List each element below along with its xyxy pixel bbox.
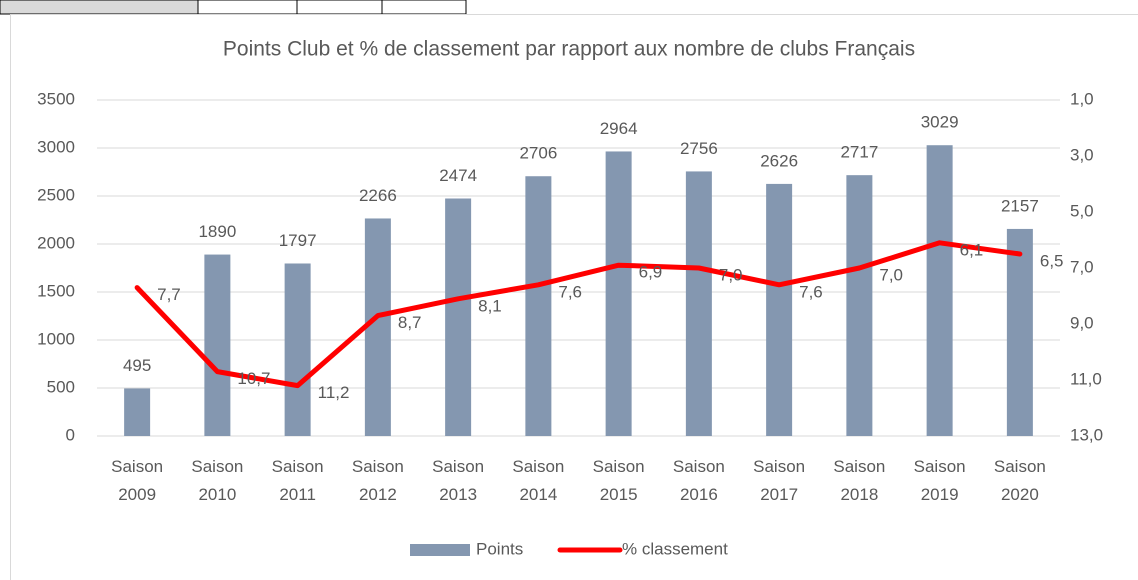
- x-tick-label: Saison 2020: [994, 457, 1046, 504]
- bar: [926, 145, 953, 436]
- bar: [766, 183, 793, 436]
- data-label: 2706: [519, 144, 557, 163]
- y-tick-label: 0: [66, 425, 75, 444]
- y-tick-label: 2500: [37, 185, 75, 204]
- bar: [445, 198, 472, 436]
- data-label: 11,2: [318, 383, 350, 402]
- data-label: 7,6: [799, 282, 823, 301]
- data-label: 1797: [279, 231, 317, 250]
- bar: [1006, 228, 1033, 436]
- data-label: 2626: [760, 151, 798, 170]
- y2-tick-label: 13,0: [1070, 425, 1103, 444]
- x-tick-label: Saison 2019: [914, 457, 966, 504]
- data-label: 7,0: [879, 265, 903, 284]
- y2-tick-label: 1,0: [1070, 89, 1094, 108]
- x-tick-label: Saison 2012: [352, 457, 404, 504]
- data-label: 10,7: [237, 369, 270, 388]
- y2-tick-label: 9,0: [1070, 313, 1094, 332]
- header-cell: [197, 0, 298, 15]
- bar: [284, 263, 311, 436]
- y-tick-label: 500: [47, 377, 75, 396]
- legend-label: Points: [476, 539, 523, 558]
- bar: [605, 151, 632, 436]
- x-tick-label: Saison 2013: [432, 457, 484, 504]
- x-tick-label: Saison 2011: [272, 457, 324, 504]
- data-label: 7,7: [157, 285, 181, 304]
- bar: [364, 218, 391, 436]
- y-tick-label: 1500: [37, 281, 75, 300]
- x-tick-label: Saison 2016: [673, 457, 725, 504]
- bar: [525, 176, 552, 436]
- bar: [124, 388, 151, 436]
- y-tick-label: 3000: [37, 137, 75, 156]
- legend-label: % classement: [622, 539, 728, 558]
- y2-tick-label: 7,0: [1070, 257, 1094, 276]
- header-cell: [0, 0, 199, 15]
- data-label: 7,6: [558, 282, 582, 301]
- x-tick-label: Saison 2009: [111, 457, 163, 504]
- data-label: 6,1: [960, 240, 984, 259]
- x-tick-label: Saison 2017: [753, 457, 805, 504]
- data-label: 1890: [198, 222, 236, 241]
- data-label: 2717: [840, 143, 878, 162]
- bar: [685, 171, 712, 436]
- y2-tick-label: 5,0: [1070, 201, 1094, 220]
- bar: [204, 254, 231, 436]
- y-tick-label: 2000: [37, 233, 75, 252]
- chart-border: [10, 14, 1138, 580]
- y2-tick-label: 11,0: [1070, 369, 1102, 388]
- header-cell: [381, 0, 467, 15]
- bar: [846, 175, 873, 436]
- data-label: 3029: [921, 113, 959, 132]
- data-label: 2756: [680, 139, 718, 158]
- data-label: 2266: [359, 186, 397, 205]
- header-cell: [296, 0, 383, 15]
- data-label: 2964: [600, 119, 638, 138]
- x-tick-label: Saison 2014: [512, 457, 564, 504]
- y-tick-label: 3500: [37, 89, 75, 108]
- x-tick-label: Saison 2015: [593, 457, 645, 504]
- data-label: 6,5: [1040, 251, 1064, 270]
- data-label: 495: [123, 356, 151, 375]
- y-tick-label: 1000: [37, 329, 75, 348]
- x-tick-label: Saison 2010: [191, 457, 243, 504]
- line: [134, 240, 1023, 389]
- data-label: 8,7: [398, 313, 422, 332]
- data-label: 8,1: [478, 296, 502, 315]
- y2-tick-label: 3,0: [1070, 145, 1094, 164]
- data-label: 2474: [439, 166, 477, 185]
- legend-swatch: [410, 544, 470, 556]
- x-tick-label: Saison 2018: [833, 457, 885, 504]
- data-label: 7,0: [719, 265, 743, 284]
- data-label: 2157: [1001, 196, 1039, 215]
- data-label: 6,9: [639, 263, 663, 282]
- chart-title: Points Club et % de classement par rappo…: [223, 38, 915, 61]
